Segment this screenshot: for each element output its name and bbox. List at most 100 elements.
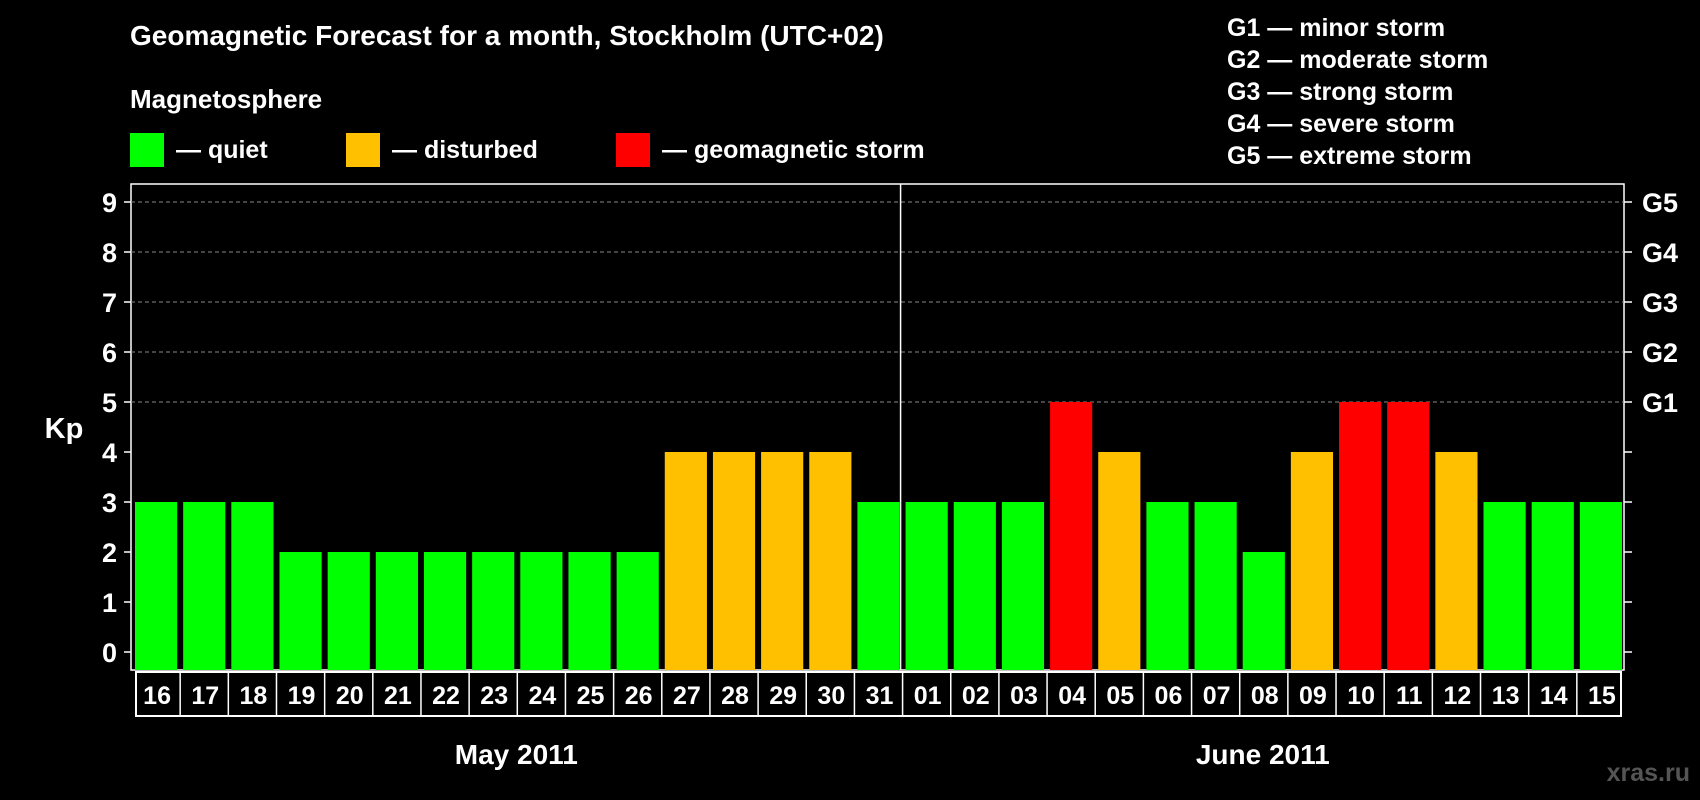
storm-legend-g3: G3 — strong storm xyxy=(1227,78,1454,106)
xtick-label-08: 08 xyxy=(1251,682,1279,710)
xtick-label-10: 10 xyxy=(1347,682,1375,710)
legend-subtitle: Magnetosphere xyxy=(130,84,323,114)
ytick-label-6: 6 xyxy=(102,338,117,368)
xtick-label-04: 04 xyxy=(1058,682,1086,710)
legend-label-disturbed: — disturbed xyxy=(392,135,538,164)
ytick-label-7: 7 xyxy=(102,288,117,318)
xtick-label-26: 26 xyxy=(625,682,653,710)
bar-day-26 xyxy=(616,552,659,670)
xtick-label-02: 02 xyxy=(962,682,990,710)
legend-swatch-storm xyxy=(616,133,650,167)
xtick-label-31: 31 xyxy=(866,682,894,710)
bar-day-27 xyxy=(664,452,707,670)
ytick-label-1: 1 xyxy=(102,588,117,618)
xtick-label-14: 14 xyxy=(1540,682,1568,710)
gscale-label-G1: G1 xyxy=(1642,388,1678,418)
month-label-2: June 2011 xyxy=(1196,739,1330,770)
bar-day-07 xyxy=(1194,502,1237,670)
xtick-label-17: 17 xyxy=(191,682,219,710)
xtick-label-29: 29 xyxy=(769,682,797,710)
ytick-label-8: 8 xyxy=(102,238,117,268)
legend-swatch-disturbed xyxy=(346,133,380,167)
bar-day-18 xyxy=(231,502,274,670)
day-label-row xyxy=(135,671,1622,717)
bar-day-08 xyxy=(1242,552,1285,670)
legend-label-storm: — geomagnetic storm xyxy=(662,135,925,164)
chart-title: Geomagnetic Forecast for a month, Stockh… xyxy=(130,20,884,51)
storm-legend-g5: G5 — extreme storm xyxy=(1227,142,1472,170)
xtick-label-23: 23 xyxy=(480,682,508,710)
bar-day-17 xyxy=(183,502,226,670)
xtick-label-01: 01 xyxy=(914,682,942,710)
bar-day-11 xyxy=(1387,402,1430,670)
bar-day-09 xyxy=(1290,452,1334,670)
bar-day-30 xyxy=(809,452,852,670)
legend-item-quiet: — quiet xyxy=(130,133,268,167)
xtick-label-11: 11 xyxy=(1396,682,1423,710)
bar-day-29 xyxy=(761,452,804,670)
xtick-label-27: 27 xyxy=(673,682,701,710)
bar-day-15 xyxy=(1579,502,1622,670)
bar-day-22 xyxy=(423,552,467,670)
bar-day-02 xyxy=(953,502,996,670)
y-axis-label: Kp xyxy=(45,413,84,445)
ytick-label-9: 9 xyxy=(102,188,117,218)
bar-day-19 xyxy=(279,552,322,670)
xtick-label-13: 13 xyxy=(1492,682,1520,710)
bar-day-01 xyxy=(905,502,948,670)
bar-day-06 xyxy=(1146,502,1189,670)
xtick-label-24: 24 xyxy=(528,682,556,710)
ytick-label-5: 5 xyxy=(102,388,117,418)
bar-day-04 xyxy=(1050,402,1093,670)
xtick-label-18: 18 xyxy=(239,682,267,710)
legend-swatch-quiet xyxy=(130,133,164,167)
bar-day-25 xyxy=(568,552,611,670)
legend-item-storm: — geomagnetic storm xyxy=(616,133,925,167)
bar-day-24 xyxy=(520,552,563,670)
xtick-label-12: 12 xyxy=(1444,682,1472,710)
xtick-label-30: 30 xyxy=(817,682,845,710)
month-label-1: May 2011 xyxy=(455,739,578,770)
xtick-label-05: 05 xyxy=(1106,682,1134,710)
xtick-label-28: 28 xyxy=(721,682,749,710)
storm-legend-g2: G2 — moderate storm xyxy=(1227,46,1489,74)
bar-day-05 xyxy=(1098,452,1141,670)
bar-day-16 xyxy=(135,502,178,670)
ytick-label-4: 4 xyxy=(102,438,117,468)
xtick-label-20: 20 xyxy=(336,682,364,710)
ytick-label-0: 0 xyxy=(102,638,117,668)
bar-day-23 xyxy=(472,552,515,670)
legend-item-disturbed: — disturbed xyxy=(346,133,538,167)
watermark: xras.ru xyxy=(1606,759,1690,787)
xtick-label-06: 06 xyxy=(1155,682,1183,710)
xtick-label-25: 25 xyxy=(577,682,605,710)
storm-legend-g4: G4 — severe storm xyxy=(1227,110,1455,138)
bar-day-21 xyxy=(375,552,418,670)
bar-day-20 xyxy=(327,552,370,670)
xtick-label-19: 19 xyxy=(288,682,316,710)
legend-label-quiet: — quiet xyxy=(176,135,268,164)
bar-day-10 xyxy=(1339,402,1382,670)
storm-scale-legend: G1 — minor storm G2 — moderate storm G3 … xyxy=(1227,12,1488,172)
bar-day-13 xyxy=(1483,502,1526,670)
xtick-label-03: 03 xyxy=(1010,682,1038,710)
xtick-label-09: 09 xyxy=(1299,682,1327,710)
bar-day-12 xyxy=(1435,452,1478,670)
gscale-label-G2: G2 xyxy=(1642,338,1678,368)
storm-legend-g1: G1 — minor storm xyxy=(1227,14,1446,42)
ytick-label-2: 2 xyxy=(102,538,117,568)
xtick-label-07: 07 xyxy=(1203,682,1231,710)
xtick-label-22: 22 xyxy=(432,682,460,710)
gscale-label-G4: G4 xyxy=(1642,238,1678,268)
gscale-label-G5: G5 xyxy=(1642,188,1678,218)
gscale-label-G3: G3 xyxy=(1642,288,1678,318)
xtick-label-21: 21 xyxy=(384,682,412,710)
bar-day-28 xyxy=(712,452,756,670)
bar-day-14 xyxy=(1531,502,1574,670)
xtick-label-16: 16 xyxy=(143,682,171,710)
bar-day-31 xyxy=(857,502,900,670)
xtick-label-15: 15 xyxy=(1588,682,1616,710)
ytick-label-3: 3 xyxy=(102,488,117,518)
bar-day-03 xyxy=(1001,502,1045,670)
